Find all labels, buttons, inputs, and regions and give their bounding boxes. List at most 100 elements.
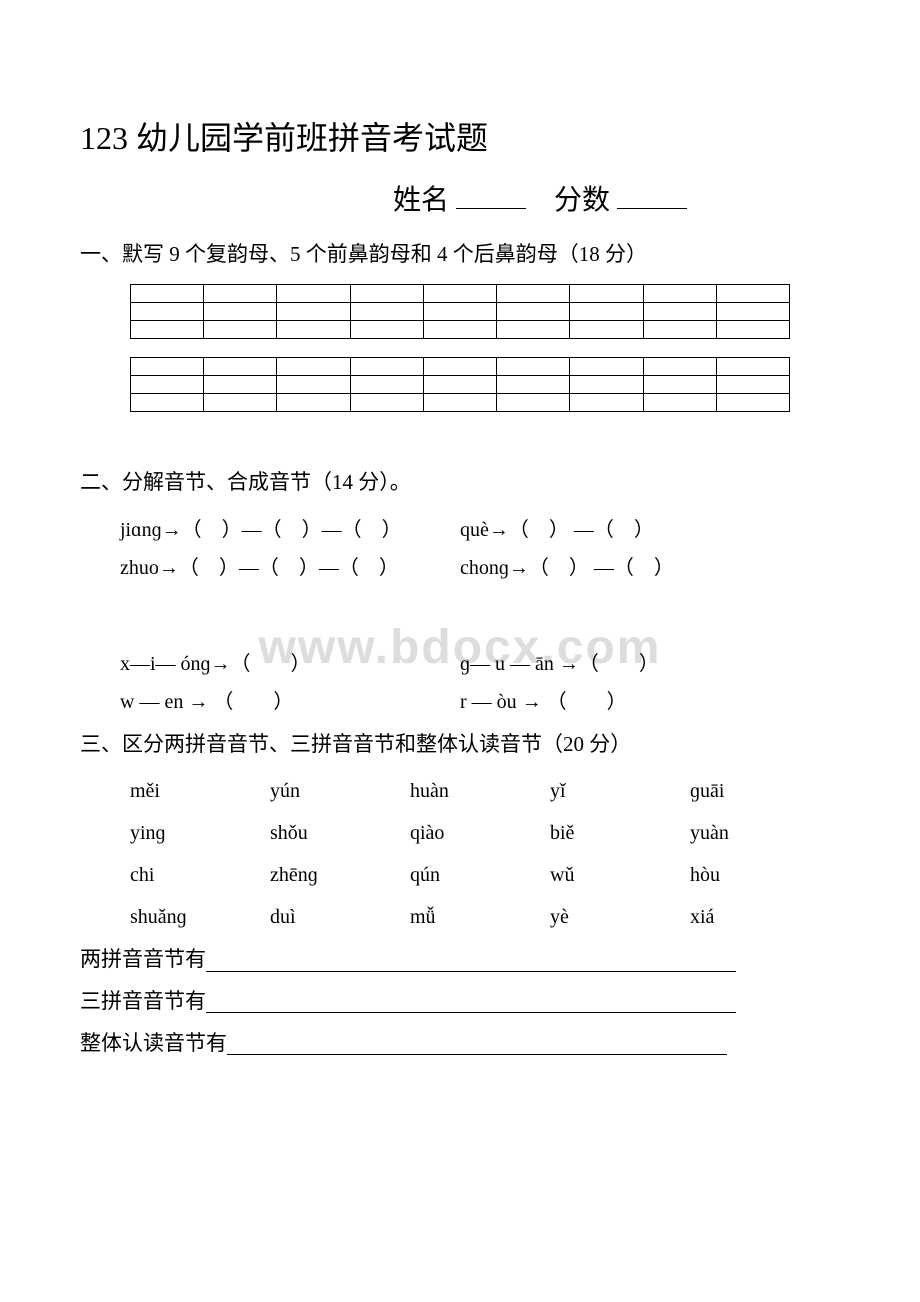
grid-cell (131, 302, 204, 320)
grid-cell (497, 320, 570, 338)
q2-right: r — òu → （ ） (460, 684, 840, 720)
writing-grid-2 (130, 357, 790, 412)
grid-cell (716, 357, 789, 375)
grid-cell (277, 284, 350, 302)
q2-row: x—i— ónɡ→（ ）ɡ— u — ān →（ ） (120, 646, 840, 682)
grid-cell (716, 320, 789, 338)
grid-cell (204, 284, 277, 302)
syllable-cell: chi (130, 857, 270, 893)
answer-two-pinyin: 两拼音音节有 (80, 941, 840, 979)
section-3-heading: 三、区分两拼音音节、三拼音音节和整体认读音节（20 分） (80, 726, 840, 764)
grid-cell (643, 284, 716, 302)
answer-whole-read: 整体认读音节有 (80, 1025, 840, 1063)
q2-left: jiɑnɡ→（ ）—（ ）—（ ） (120, 512, 460, 548)
grid-cell (716, 375, 789, 393)
syllable-cell: biě (550, 815, 690, 851)
q2-left: w — en → （ ） (120, 684, 460, 720)
grid-cell (277, 320, 350, 338)
grid-cell (716, 284, 789, 302)
answer-blank (227, 1035, 727, 1055)
section-1-heading: 一、默写 9 个复韵母、5 个前鼻韵母和 4 个后鼻韵母（18 分） (80, 236, 840, 274)
syllable-row: měiyúnhuànyǐɡuāi (130, 773, 840, 809)
grid-cell (277, 357, 350, 375)
q2-left: zhuo→（ ）—（ ）—（ ） (120, 550, 460, 586)
syllable-row: yinɡshǒuqiàobiěyuàn (130, 815, 840, 851)
name-label: 姓名 (393, 185, 449, 216)
grid-cell (131, 375, 204, 393)
grid-cell (643, 320, 716, 338)
syllable-cell: zhēnɡ (270, 857, 410, 893)
grid-cell (131, 393, 204, 411)
grid-cell (131, 320, 204, 338)
grid-cell (204, 393, 277, 411)
grid-cell (570, 320, 643, 338)
syllable-cell: shuǎnɡ (130, 899, 270, 935)
syllable-cell: měi (130, 773, 270, 809)
syllable-cell: xiá (690, 899, 830, 935)
syllable-row: chizhēnɡqúnwǔhòu (130, 857, 840, 893)
syllable-cell: yǐ (550, 773, 690, 809)
section-2-heading: 二、分解音节、合成音节（14 分）。 (80, 464, 840, 502)
grid-cell (570, 375, 643, 393)
grid-cell (350, 284, 423, 302)
grid-cell (423, 375, 496, 393)
grid-cell (497, 284, 570, 302)
answer-blank (206, 952, 736, 972)
grid-cell (643, 357, 716, 375)
syllable-cell: yuàn (690, 815, 830, 851)
grid-cell (131, 357, 204, 375)
grid-cell (497, 393, 570, 411)
document-title: 123 幼儿园学前班拼音考试题 (80, 110, 840, 168)
syllable-cell: mǚ (410, 899, 550, 935)
grid-cell (204, 357, 277, 375)
grid-cell (423, 302, 496, 320)
grid-cell (423, 357, 496, 375)
q2-right: ɡ— u — ān →（ ） (460, 646, 840, 682)
grid-cell (570, 357, 643, 375)
syllable-cell: yè (550, 899, 690, 935)
question-2-block-b: x—i— ónɡ→（ ）ɡ— u — ān →（ ）w — en → （ ）r … (80, 646, 840, 720)
grid-cell (643, 375, 716, 393)
grid-cell (277, 375, 350, 393)
q2-left: x—i— ónɡ→（ ） (120, 646, 460, 682)
grid-cell (423, 320, 496, 338)
grid-cell (423, 284, 496, 302)
syllable-grid: měiyúnhuànyǐɡuāi yinɡshǒuqiàobiěyuàn chizh… (80, 773, 840, 935)
score-blank (617, 185, 687, 209)
q2-right: què→（ ） —（ ） (460, 512, 840, 548)
grid-cell (350, 357, 423, 375)
grid-cell (204, 320, 277, 338)
answer-two-label: 两拼音音节有 (80, 947, 206, 971)
name-blank (456, 185, 526, 209)
q2-row: w — en → （ ）r — òu → （ ） (120, 684, 840, 720)
grid-cell (716, 393, 789, 411)
syllable-cell: qún (410, 857, 550, 893)
grid-cell (643, 393, 716, 411)
grid-cell (497, 375, 570, 393)
syllable-cell: qiào (410, 815, 550, 851)
syllable-cell: ɡuāi (690, 773, 830, 809)
answer-whole-label: 整体认读音节有 (80, 1031, 227, 1055)
name-score-line: 姓名 分数 (80, 176, 840, 226)
q2-right: chonɡ→（ ） —（ ） (460, 550, 840, 586)
score-label: 分数 (554, 185, 610, 216)
syllable-cell: huàn (410, 773, 550, 809)
grid-cell (570, 284, 643, 302)
syllable-cell: hòu (690, 857, 830, 893)
grid-cell (204, 302, 277, 320)
grid-cell (204, 375, 277, 393)
syllable-cell: yún (270, 773, 410, 809)
answer-three-label: 三拼音音节有 (80, 989, 206, 1013)
syllable-cell: wǔ (550, 857, 690, 893)
grid-cell (277, 302, 350, 320)
grid-cell (131, 284, 204, 302)
question-2-block-a: jiɑnɡ→（ ）—（ ）—（ ）què→（ ） —（ ）zhuo→（ ）—（ … (80, 512, 840, 586)
grid-cell (643, 302, 716, 320)
grid-cell (570, 393, 643, 411)
answer-three-pinyin: 三拼音音节有 (80, 983, 840, 1021)
grid-cell (350, 393, 423, 411)
grid-cell (350, 302, 423, 320)
grid-cell (350, 320, 423, 338)
writing-grid-1 (130, 284, 790, 339)
grid-cell (716, 302, 789, 320)
